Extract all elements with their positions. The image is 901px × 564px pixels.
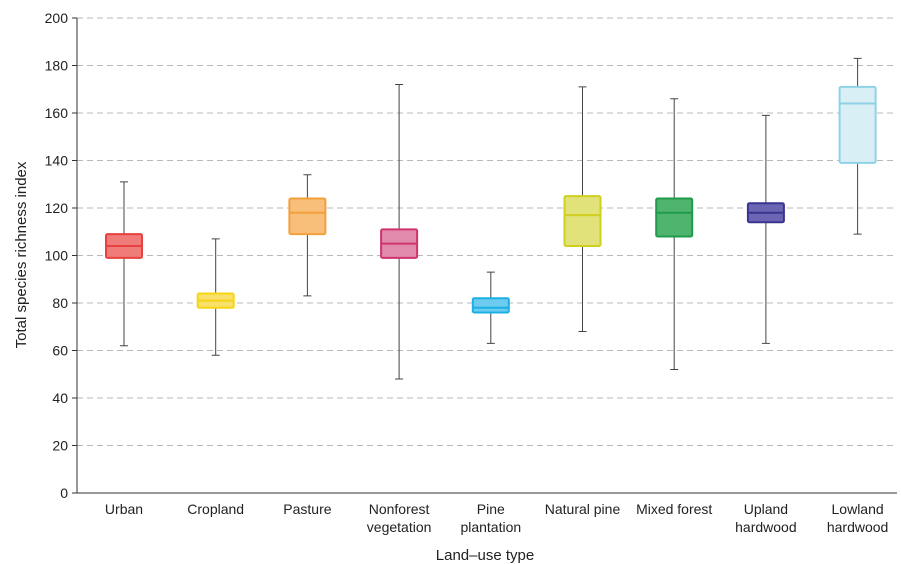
x-tick-label: Pasture — [283, 501, 331, 517]
box-pine-plantation — [471, 271, 510, 344]
y-tick-label: 140 — [45, 153, 69, 169]
box-mixed-forest — [655, 98, 694, 370]
box-nonforest-vegetation — [380, 84, 419, 380]
x-tick-labels: Urban Cropland Pasture Nonforest vegetation P… — [105, 501, 888, 535]
x-tick-label: Urban — [105, 501, 143, 517]
y-tick-label: 160 — [45, 105, 69, 121]
boxes — [105, 57, 877, 380]
box-pasture — [288, 174, 327, 297]
y-tick-label: 60 — [52, 343, 68, 359]
y-tick-labels: 0 20 40 60 80 100 120 140 160 180 200 — [45, 10, 69, 501]
y-axis-title: Total species richness index — [13, 161, 30, 348]
x-tick-label: Pine — [477, 501, 505, 517]
iqr-box — [838, 85, 877, 164]
x-tick-label: Upland — [744, 501, 788, 517]
x-tick-label: hardwood — [827, 519, 889, 535]
gridlines — [77, 17, 897, 446]
x-tick-label: vegetation — [367, 519, 432, 535]
iqr-box — [563, 195, 602, 247]
y-tick-label: 100 — [45, 248, 69, 264]
x-tick-label: Mixed forest — [636, 501, 712, 517]
box-cropland — [196, 238, 235, 356]
y-tick-label: 200 — [45, 10, 69, 26]
y-tick-label: 120 — [45, 200, 69, 216]
iqr-box — [288, 197, 327, 236]
x-tick-label: plantation — [460, 519, 521, 535]
y-tick-label: 0 — [60, 485, 68, 501]
x-tick-label: Natural pine — [545, 501, 621, 517]
y-tick-label: 20 — [52, 438, 68, 454]
x-axis-title: Land–use type — [436, 547, 534, 564]
x-tick-label: Nonforest — [369, 501, 430, 517]
box-natural-pine — [563, 86, 602, 332]
box-upland-hardwood — [746, 114, 785, 344]
x-tick-label: Cropland — [187, 501, 244, 517]
box-lowland-hardwood — [838, 57, 877, 235]
y-tick-label: 40 — [52, 390, 68, 406]
iqr-box — [655, 197, 694, 238]
y-tick-label: 180 — [45, 58, 69, 74]
iqr-box — [471, 297, 510, 314]
box-urban — [105, 181, 143, 347]
y-tick-label: 80 — [52, 295, 68, 311]
x-tick-label: hardwood — [735, 519, 797, 535]
axes — [72, 17, 897, 494]
x-tick-label: Lowland — [832, 501, 884, 517]
